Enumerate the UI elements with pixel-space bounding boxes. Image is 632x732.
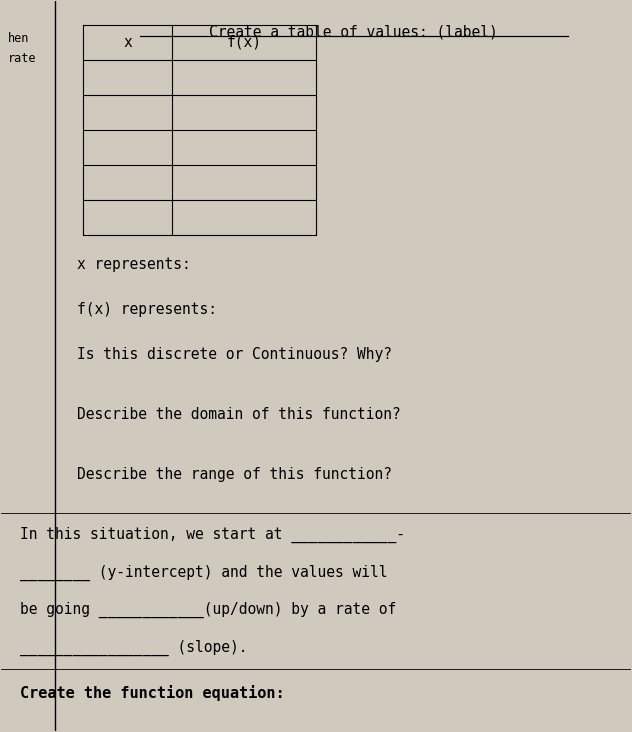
Text: _________________ (slope).: _________________ (slope). xyxy=(20,640,248,657)
Text: be going ____________(up/down) by a rate of: be going ____________(up/down) by a rate… xyxy=(20,602,396,619)
Text: Create the function equation:: Create the function equation: xyxy=(20,685,285,701)
Text: f(x): f(x) xyxy=(226,34,261,50)
Text: Is this discrete or Continuous? Why?: Is this discrete or Continuous? Why? xyxy=(77,347,392,362)
Text: Describe the domain of this function?: Describe the domain of this function? xyxy=(77,407,401,422)
Text: ________ (y-intercept) and the values will: ________ (y-intercept) and the values wi… xyxy=(20,564,388,580)
Text: Describe the range of this function?: Describe the range of this function? xyxy=(77,466,392,482)
Text: x: x xyxy=(123,34,132,50)
Text: Create a table of values: (label): Create a table of values: (label) xyxy=(209,25,498,40)
Text: In this situation, we start at ____________-: In this situation, we start at _________… xyxy=(20,526,405,542)
Text: hen: hen xyxy=(8,32,29,45)
Text: x represents:: x represents: xyxy=(77,257,191,272)
Text: f(x) represents:: f(x) represents: xyxy=(77,302,217,317)
Text: rate: rate xyxy=(8,53,36,65)
